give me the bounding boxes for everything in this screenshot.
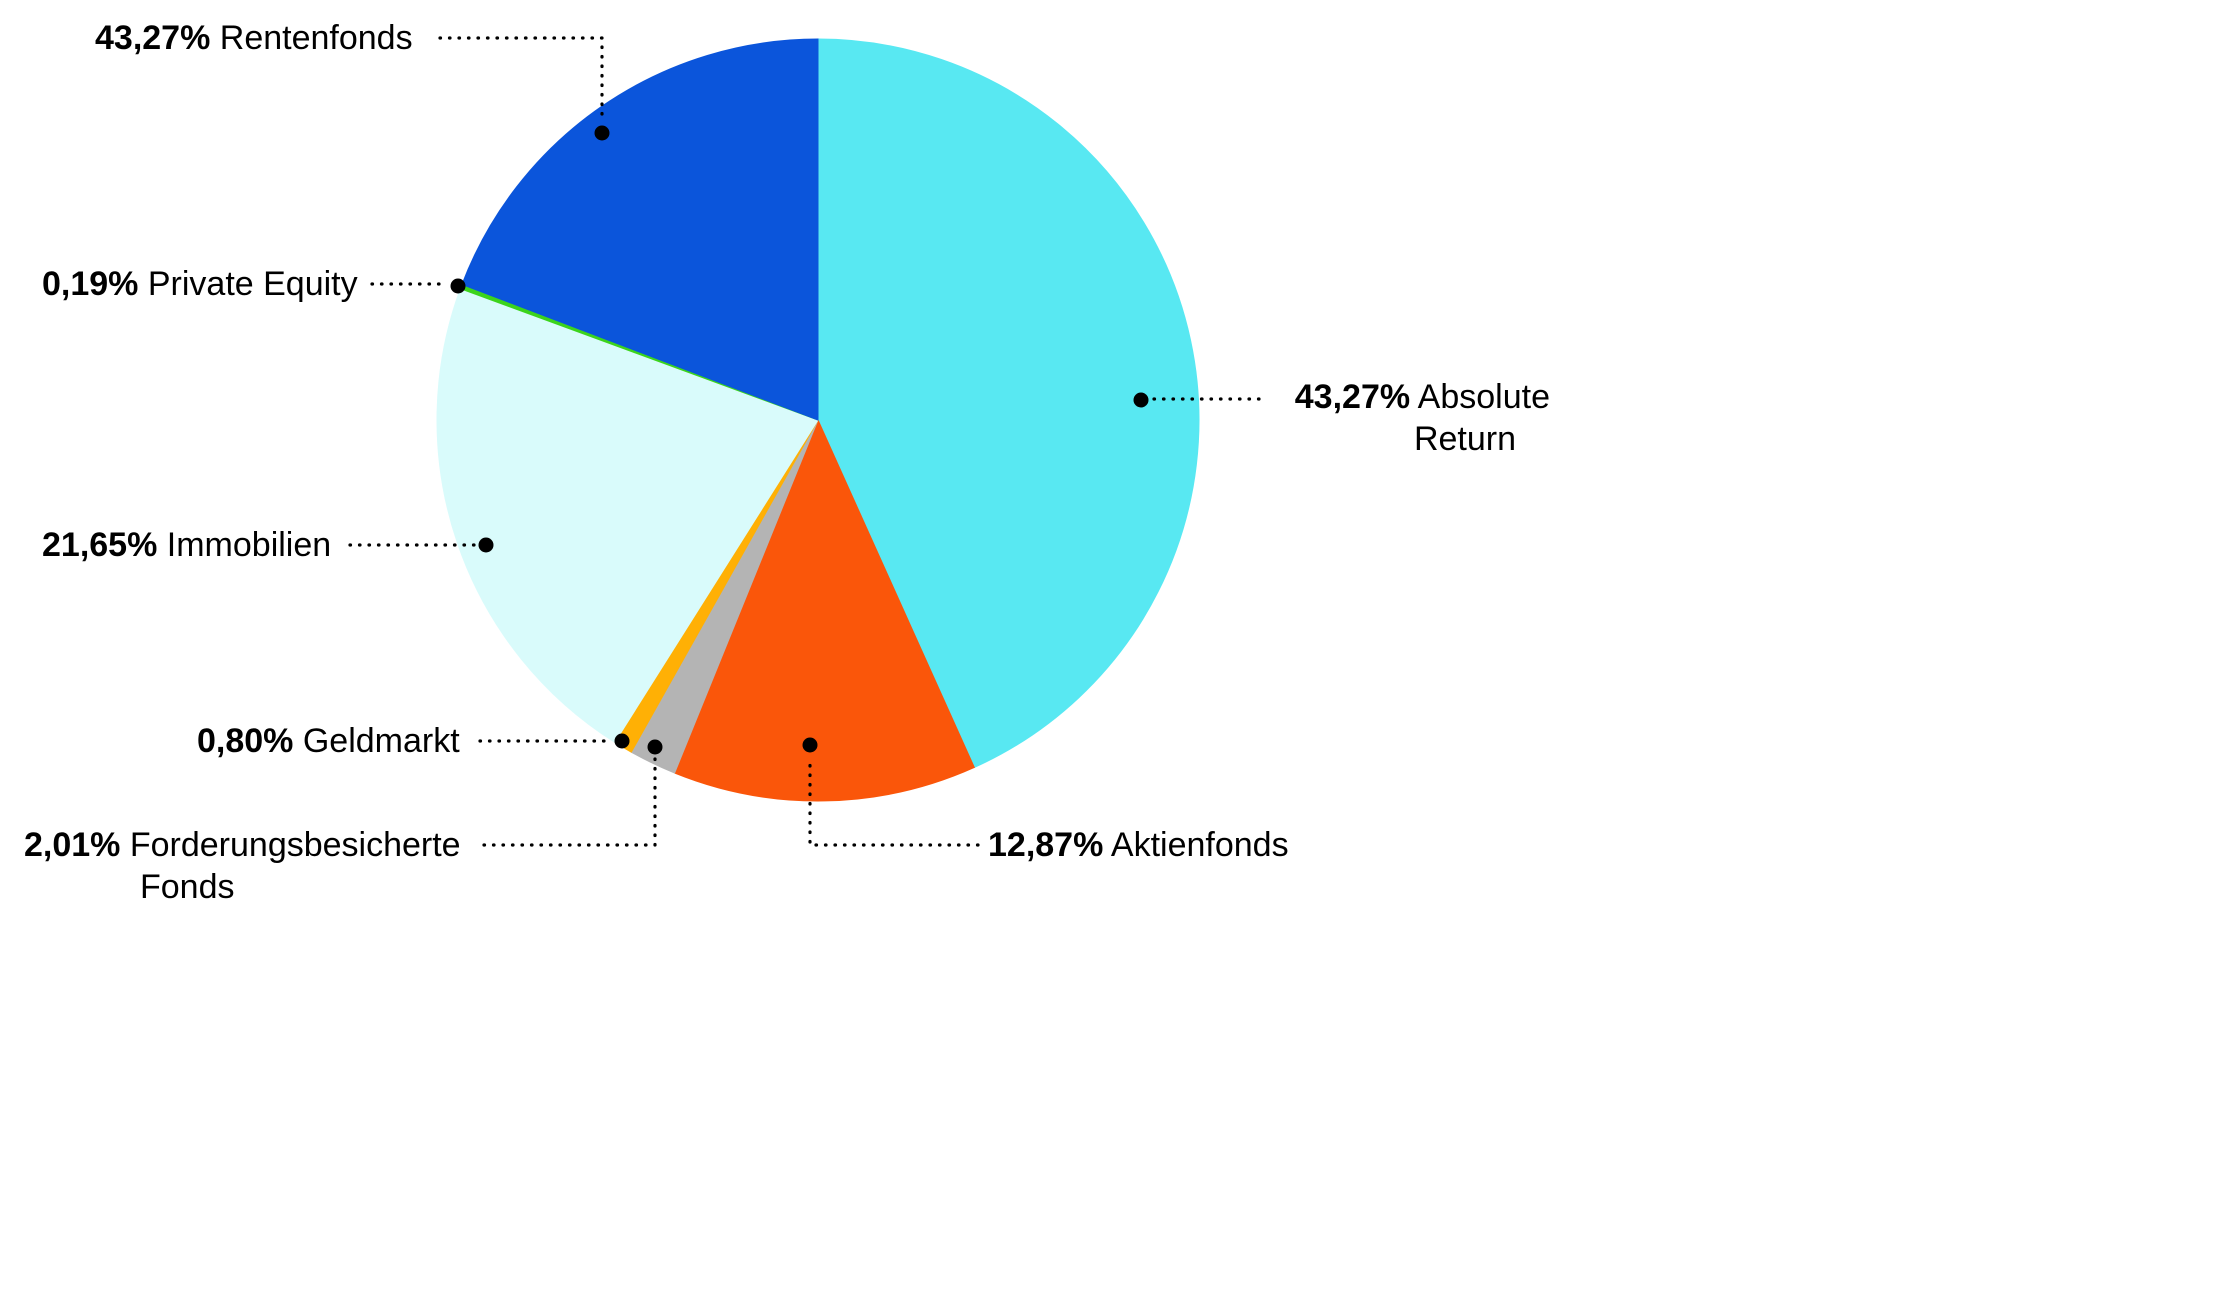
callout-private-equity-percent: 0,19% <box>42 265 139 303</box>
callout-absolute-return-label: Absolute <box>1417 378 1550 416</box>
pie-slice-rentenfonds <box>461 38 819 421</box>
callout-immobilien-percent: 21,65% <box>42 526 158 564</box>
leader-line-forderung <box>482 757 657 847</box>
pie-slice-aktienfonds <box>673 418 976 802</box>
callout-absolute-return-label-line2: Return <box>1413 420 1516 458</box>
callout-dot-absolute-return <box>1133 392 1149 408</box>
callout-geldmarkt-label: Geldmarkt <box>302 722 460 760</box>
callout-forderung-label: Forderungsbesicherte <box>129 826 461 864</box>
callout-dot-rentenfonds <box>594 125 610 141</box>
callout-dot-private-equity <box>450 278 466 294</box>
callout-aktienfonds: 12,87% Aktienfonds <box>988 824 1289 866</box>
leader-line-rentenfonds <box>438 36 604 123</box>
pie-slice-absolute-return <box>817 38 1200 769</box>
callout-immobilien: 21,65% Immobilien <box>42 524 331 566</box>
callout-absolute-return: 43,27% Absolute Return <box>1283 376 1550 460</box>
callout-forderung: 2,01% Forderungsbesicherte Fonds <box>24 824 461 908</box>
callout-dot-geldmarkt <box>614 733 630 749</box>
callout-private-equity-label: Private Equity <box>147 265 358 303</box>
callout-immobilien-label: Immobilien <box>166 526 332 564</box>
callout-private-equity: 0,19% Private Equity <box>42 263 358 305</box>
callout-geldmarkt-percent: 0,80% <box>197 722 294 760</box>
callout-rentenfonds-percent: 43,27% <box>95 19 211 57</box>
callout-forderung-label-line2: Fonds <box>140 868 235 906</box>
callout-rentenfonds-label: Rentenfonds <box>219 19 413 57</box>
pie-slices-group <box>436 38 1200 802</box>
callout-dot-aktienfonds <box>802 737 818 753</box>
callout-aktienfonds-percent: 12,87% <box>988 826 1104 864</box>
callout-absolute-return-percent: 43,27% <box>1294 378 1411 416</box>
callout-rentenfonds: 43,27% Rentenfonds <box>95 17 413 59</box>
callout-forderung-percent: 2,01% <box>24 826 121 864</box>
callout-geldmarkt: 0,80% Geldmarkt <box>197 720 460 762</box>
pie-slice-immobilien <box>436 288 819 744</box>
callout-dot-forderung <box>647 739 663 755</box>
leader-line-aktienfonds <box>808 755 980 847</box>
callout-dot-immobilien <box>478 537 494 553</box>
callout-aktienfonds-label: Aktienfonds <box>1110 826 1289 864</box>
